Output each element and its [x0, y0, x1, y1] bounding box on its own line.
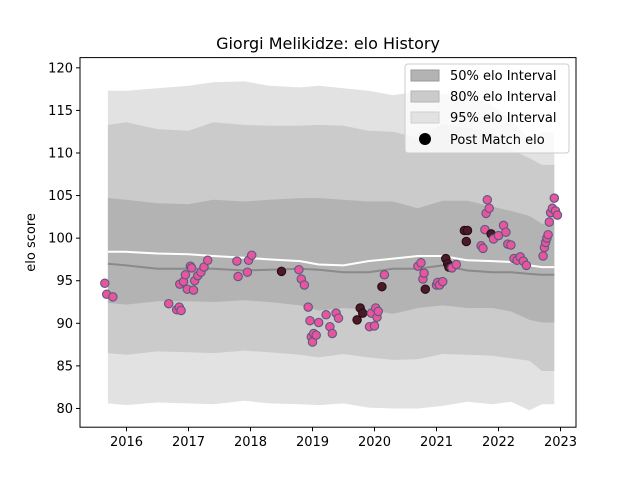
y-tick-label: 100	[48, 232, 73, 247]
post-match-point	[313, 317, 324, 328]
x-tick-label: 2019	[296, 435, 329, 450]
legend-swatch-50	[410, 69, 440, 82]
post-match-point	[521, 260, 532, 271]
post-match-point	[416, 258, 426, 268]
post-match-point	[176, 305, 186, 316]
post-match-point	[451, 259, 462, 270]
post-match-point	[377, 281, 387, 292]
post-match-point	[333, 313, 344, 323]
x-tick-label: 2016	[110, 435, 143, 450]
x-tick-label: 2020	[358, 435, 391, 450]
legend-swatch-80	[410, 90, 440, 103]
post-match-point	[305, 315, 315, 326]
y-tick-label: 85	[56, 359, 73, 374]
post-match-point	[478, 243, 488, 254]
x-axis: 2016 2017 2018 2019 2020 2021 2022 2023	[110, 427, 577, 450]
post-match-point	[501, 227, 511, 237]
post-match-point	[357, 308, 368, 318]
post-match-point	[506, 240, 516, 250]
post-match-point	[242, 267, 253, 277]
post-match-point	[163, 298, 174, 309]
post-match-point	[352, 315, 362, 325]
legend: 50% elo Interval 80% elo Interval 95% el…	[404, 63, 570, 154]
band-50	[107, 198, 555, 323]
y-tick-label: 80	[56, 402, 73, 417]
post-match-point	[188, 285, 199, 295]
post-match-point	[233, 271, 243, 282]
post-match-point	[461, 236, 472, 247]
x-tick-label: 2021	[420, 435, 453, 450]
post-match-point	[462, 225, 473, 236]
y-tick-label: 105	[48, 189, 73, 204]
post-match-point	[232, 256, 242, 266]
post-match-point	[311, 330, 321, 340]
y-axis-label: elo score	[24, 213, 39, 272]
x-tick-label: 2022	[482, 435, 515, 450]
axes-frame	[79, 57, 577, 428]
y-tick-label: 95	[56, 274, 73, 289]
post-match-point	[482, 195, 493, 205]
post-match-point	[294, 264, 304, 275]
post-match-point	[543, 229, 553, 240]
legend-label-95: 95% elo Interval	[450, 111, 557, 126]
chart-title: Giorgi Melikidze: elo History	[216, 34, 440, 53]
post-match-point	[538, 251, 548, 261]
y-tick-label: 120	[48, 61, 73, 76]
post-match-point	[303, 302, 313, 312]
post-match-point	[246, 250, 257, 260]
legend-frame	[404, 63, 570, 154]
y-axis: 80 85 90 95 100 105 110 115 120	[48, 61, 80, 417]
post-match-point	[108, 292, 118, 302]
post-match-point	[299, 280, 310, 290]
legend-label-50: 50% elo Interval	[450, 69, 557, 84]
mean-line	[107, 250, 555, 269]
post-match-point	[202, 255, 213, 266]
post-match-point	[552, 210, 563, 220]
legend-marker-post-match	[419, 133, 431, 145]
post-match-point	[327, 328, 338, 339]
post-match-point	[369, 321, 380, 331]
post-match-point	[419, 268, 429, 278]
y-tick-label: 110	[48, 146, 73, 161]
post-match-point	[544, 217, 555, 227]
post-match-point	[321, 310, 331, 320]
post-match-point	[186, 263, 197, 273]
post-match-point	[420, 284, 431, 294]
y-tick-label: 115	[48, 104, 73, 119]
x-tick-label: 2018	[234, 435, 267, 450]
post-match-point	[373, 306, 383, 317]
post-match-point	[180, 270, 191, 280]
post-match-point	[276, 266, 287, 277]
legend-swatch-95	[410, 111, 440, 124]
x-tick-label: 2023	[544, 435, 577, 450]
post-match-point	[379, 270, 390, 280]
y-tick-label: 90	[56, 317, 73, 332]
post-match-point	[437, 276, 448, 287]
post-match-point	[549, 193, 560, 203]
post-match-point	[484, 203, 494, 214]
x-tick-label: 2017	[172, 435, 205, 450]
legend-label-80: 80% elo Interval	[450, 90, 557, 105]
legend-label-post-match: Post Match elo	[450, 133, 545, 148]
post-match-point	[100, 278, 110, 289]
plot-area	[100, 81, 563, 411]
